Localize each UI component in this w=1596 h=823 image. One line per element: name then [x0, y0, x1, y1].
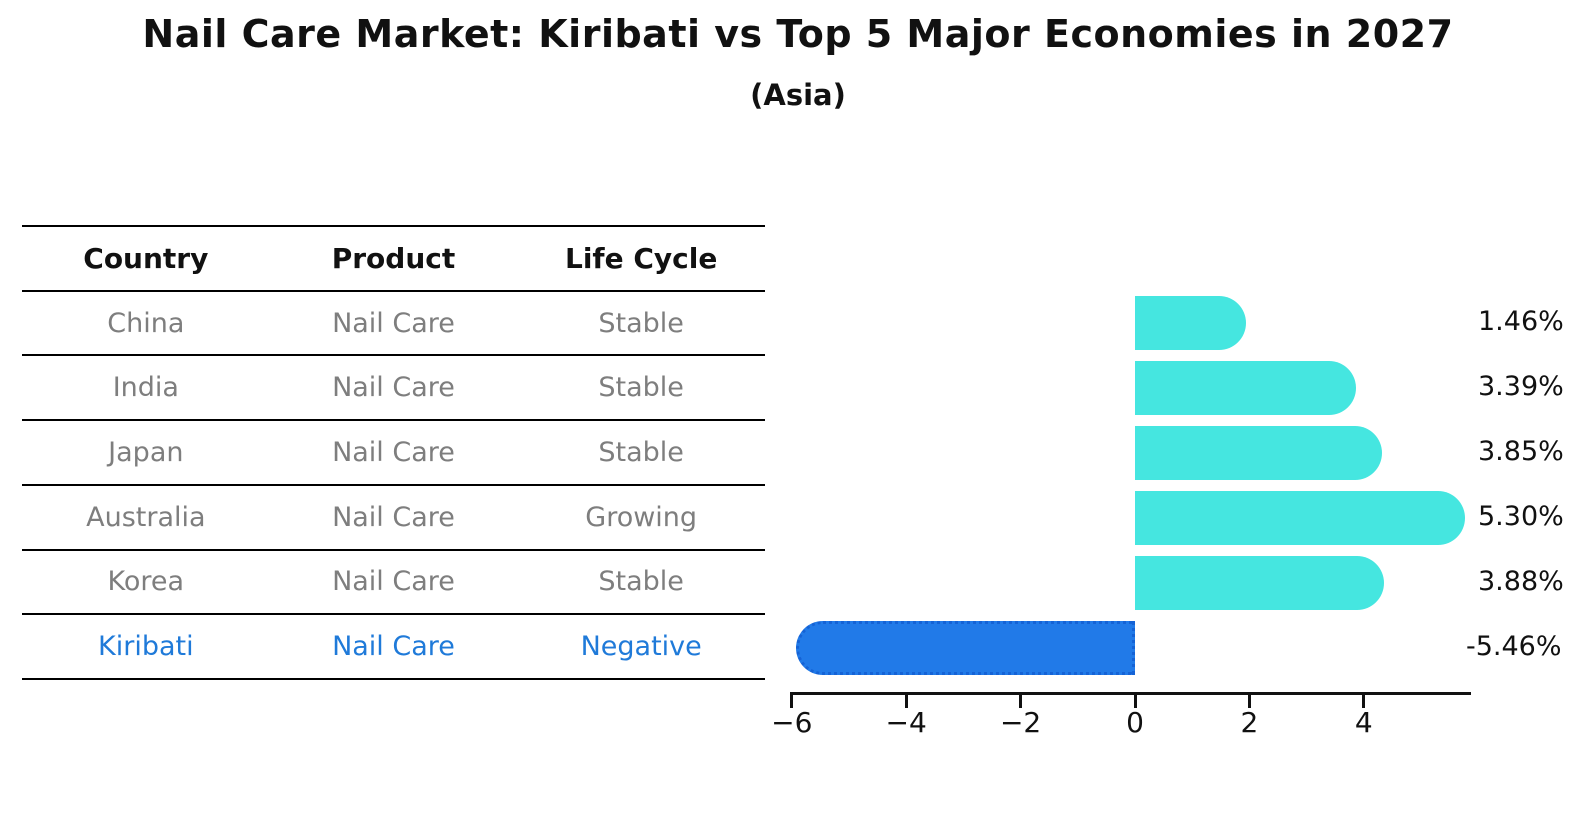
life-cycle-cell: Growing [585, 501, 698, 533]
x-axis-tick [1247, 695, 1251, 708]
value-label-japan: 3.85% [1478, 436, 1564, 468]
table-row: Japan Nail Care Stable [22, 419, 765, 484]
life-cycle-cell: Stable [598, 307, 684, 339]
bar-korea [1135, 555, 1384, 610]
country-cell: Kiribati [98, 631, 194, 663]
x-axis-tick [790, 695, 794, 708]
product-cell: Nail Care [332, 437, 455, 469]
table-row: Australia Nail Care Growing [22, 483, 765, 549]
table-row: China Nail Care Stable [22, 289, 765, 355]
table-header-row: Country Product Life Cycle [22, 225, 765, 290]
bar-china [1135, 296, 1246, 351]
table-row: Korea Nail Care Stable [22, 548, 765, 614]
x-axis-tick-label: 2 [1240, 706, 1259, 739]
country-cell: China [107, 307, 185, 339]
product-cell: Nail Care [332, 501, 455, 533]
bar-australia [1135, 491, 1466, 545]
product-cell: Nail Care [332, 631, 455, 663]
table-row-kiribati: Kiribati Nail Care Negative [22, 613, 765, 681]
data-table: Country Product Life Cycle China Nail Ca… [22, 225, 765, 681]
x-axis-line [790, 692, 1471, 695]
country-cell: India [112, 372, 179, 404]
value-label-india: 3.39% [1478, 371, 1564, 403]
x-axis-tick [1019, 695, 1023, 708]
x-axis-tick-label: 4 [1354, 706, 1373, 739]
column-header-country: Country [83, 241, 209, 275]
value-label-kiribati: -5.46% [1466, 630, 1562, 662]
country-cell: Japan [108, 437, 184, 469]
x-axis-tick [1362, 695, 1366, 708]
life-cycle-cell: Stable [598, 372, 684, 404]
product-cell: Nail Care [332, 372, 455, 404]
x-axis-tick-label: −4 [885, 706, 927, 739]
x-axis-tick [1133, 695, 1137, 708]
column-header-life-cycle: Life Cycle [564, 241, 718, 275]
value-label-korea: 3.88% [1478, 565, 1564, 597]
value-label-china: 1.46% [1478, 306, 1564, 338]
x-axis-tick [904, 695, 908, 708]
country-cell: Australia [86, 501, 206, 533]
x-axis-tick-label: −6 [771, 706, 813, 739]
column-header-product: Product [331, 241, 456, 275]
x-axis-tick-label: −2 [999, 706, 1042, 739]
product-cell: Nail Care [332, 307, 455, 339]
country-cell: Korea [107, 566, 185, 598]
chart-subtitle: (Asia) [750, 78, 846, 112]
chart-title: Nail Care Market: Kiribati vs Top 5 Majo… [142, 12, 1454, 56]
bar-india [1135, 361, 1356, 416]
life-cycle-cell: Stable [598, 566, 684, 598]
table-row: India Nail Care Stable [22, 354, 765, 419]
life-cycle-cell: Stable [598, 437, 684, 469]
value-label-australia: 5.30% [1478, 501, 1564, 532]
bar-japan [1135, 426, 1383, 481]
bar-kiribati [795, 620, 1135, 675]
life-cycle-cell: Negative [580, 631, 702, 663]
x-axis-tick-label: 0 [1126, 706, 1144, 739]
product-cell: Nail Care [332, 566, 455, 598]
